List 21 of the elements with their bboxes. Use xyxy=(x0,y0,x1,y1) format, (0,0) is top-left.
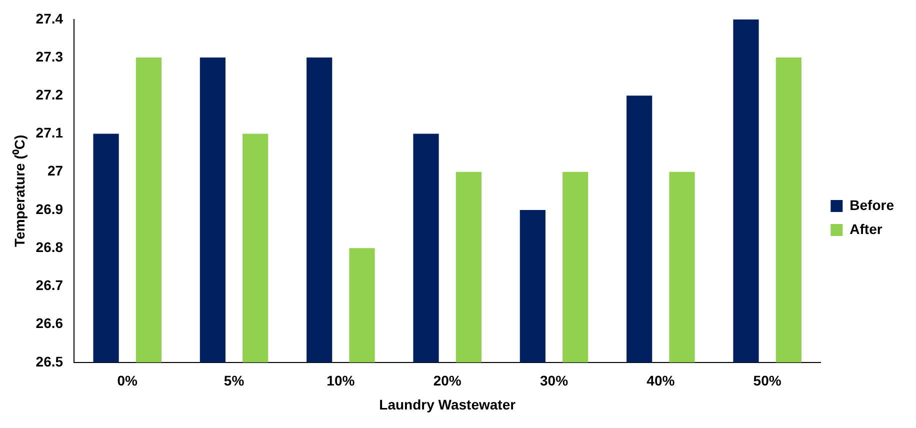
x-tick-label: 50% xyxy=(753,372,782,389)
x-tick-label: 20% xyxy=(433,372,462,389)
x-tick-label: 0% xyxy=(117,372,138,389)
y-tick-label: 26.6 xyxy=(36,315,64,332)
y-tick-label: 26.5 xyxy=(36,353,64,370)
legend-label: After xyxy=(850,220,883,237)
x-axis-title: Laundry Wastewater xyxy=(379,396,516,412)
y-tick-label: 26.9 xyxy=(36,200,64,217)
x-tick-label: 10% xyxy=(326,372,356,389)
y-tick-label: 27.1 xyxy=(36,124,64,141)
y-tick-label: 26.7 xyxy=(36,277,64,294)
x-tick-label: 40% xyxy=(646,372,676,389)
y-axis-title: Temperature (⁰C) xyxy=(11,134,28,247)
x-tick-label: 5% xyxy=(224,372,245,389)
y-tick-label: 26.8 xyxy=(36,238,64,255)
legend-label: Before xyxy=(850,196,894,213)
y-tick-label: 27 xyxy=(47,162,64,179)
y-tick-label: 27.3 xyxy=(36,48,64,64)
y-tick-label: 27.4 xyxy=(36,10,64,26)
y-tick-label: 27.2 xyxy=(36,86,64,102)
x-tick-label: 30% xyxy=(540,372,569,389)
